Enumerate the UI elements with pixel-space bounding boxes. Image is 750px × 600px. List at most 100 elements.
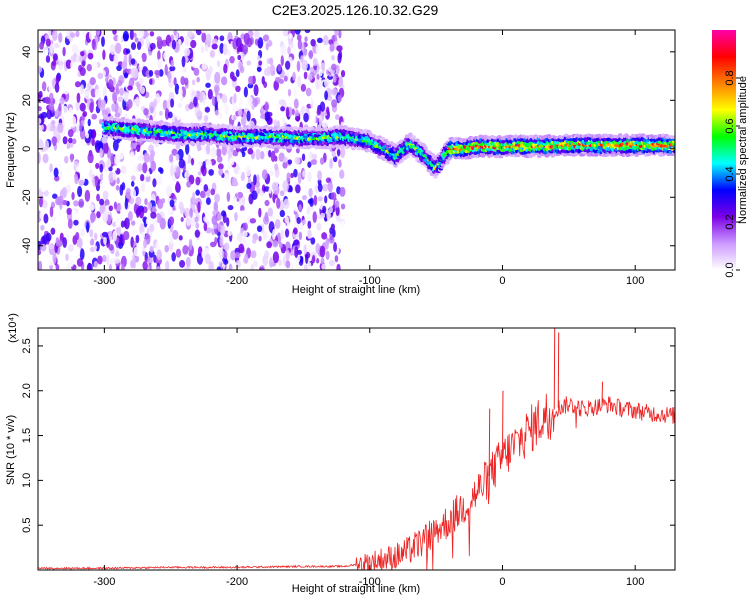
heatmap-noise-cell [70,115,77,128]
heatmap-noise-cell [193,96,198,108]
heatmap-noise-cell [45,55,51,63]
heatmap-noise-cell [136,83,141,91]
heatmap-noise-cell [324,90,329,101]
heatmap-noise-cell [328,259,335,267]
heatmap-noise-cell [294,246,299,259]
heatmap-noise-cell [216,60,221,68]
heatmap-noise-cell [294,156,301,165]
heatmap-noise-cell [175,153,180,161]
heatmap-noise-cell [316,109,321,116]
heatmap-noise-cell [84,90,91,100]
heatmap-noise-cell [311,254,316,263]
heatmap-noise-cell [78,179,84,186]
heatmap-noise-cell [338,159,342,168]
heatmap-noise-cell [243,32,250,45]
heatmap-noise-cell [278,241,283,249]
heatmap-noise-cell [276,30,281,37]
heatmap-noise-cell [277,259,283,266]
heatmap-noise-cell [234,252,241,259]
heatmap-noise-cell [280,229,285,240]
heatmap-noise-cell [246,110,251,122]
heatmap-noise-cell [246,60,252,66]
heatmap-noise-cell [193,67,200,76]
heatmap-noise-cell [167,72,172,83]
heatmap-noise-cell [258,235,262,242]
heatmap-noise-cell [322,183,329,192]
heatmap-noise-cell [44,34,50,40]
heatmap-noise-cell [89,102,94,113]
heatmap-noise-cell [322,122,328,129]
heatmap-noise-cell [130,42,137,50]
heatmap-noise-cell [328,39,334,45]
heatmap-noise-cell [164,64,168,76]
heatmap-noise-cell [196,110,203,121]
heatmap-noise-cell [184,207,191,218]
heatmap-noise-cell [194,207,199,217]
heatmap-noise-cell [184,47,191,57]
snr-spike [501,390,504,458]
heatmap-noise-cell [186,181,192,188]
heatmap-noise-cell [115,184,120,191]
heatmap-noise-cell [267,207,274,217]
snr-spike [553,328,556,410]
heatmap-noise-cell [264,111,270,122]
heatmap-noise-cell [251,190,258,201]
heatmap-noise-cell [221,210,227,217]
heatmap-noise-cell [170,165,175,177]
heatmap-noise-cell [123,92,129,102]
heatmap-noise-cell [38,152,41,164]
spectrogram-y-label: Frequency (Hz) [5,112,17,188]
heatmap-noise-cell [293,88,297,98]
heatmap-noise-cell [161,198,166,204]
heatmap-noise-cell [204,106,211,113]
heatmap-noise-cell [213,201,219,213]
heatmap-noise-cell [331,151,337,158]
heatmap-noise-cell [147,201,153,210]
heatmap-noise-cell [269,64,276,77]
heatmap-noise-cell [242,112,247,120]
heatmap-noise-cell [308,187,313,198]
heatmap-noise-cell [304,36,308,43]
heatmap-noise-cell [61,186,68,199]
heatmap-noise-cell [337,94,342,103]
heatmap-noise-cell [155,113,162,121]
heatmap-noise-cell [205,159,213,170]
heatmap-noise-cell [80,228,85,237]
heatmap-noise-cell [238,169,242,177]
heatmap-noise-cell [173,30,177,36]
heatmap-noise-cell [117,33,122,44]
heatmap-noise-cell [336,45,343,52]
heatmap-noise-cell [322,34,329,46]
heatmap-noise-cell [290,42,294,49]
heatmap-noise-cell [96,211,101,219]
heatmap-noise-cell [215,86,219,98]
heatmap-noise-cell [200,165,205,174]
heatmap-noise-cell [171,39,177,50]
heatmap-noise-cell [38,139,44,150]
heatmap-noise-cell [52,252,57,264]
heatmap-noise-cell [180,76,186,86]
heatmap-noise-cell [321,232,328,240]
heatmap-noise-cell [307,161,312,168]
heatmap-noise-cell [296,34,302,41]
heatmap-noise-cell [184,77,189,86]
heatmap-noise-cell [207,88,213,100]
heatmap-noise-cell [135,208,142,216]
heatmap-noise-cell [47,259,54,266]
heatmap-noise-cell [184,266,191,270]
y-tick-label: 1.0 [21,473,33,488]
heatmap-ridge-cell [411,135,416,139]
heatmap-noise-cell [310,237,316,245]
heatmap-noise-cell [258,60,263,66]
heatmap-noise-cell [296,217,301,224]
heatmap-noise-cell [165,185,172,197]
heatmap-noise-cell [334,30,340,36]
heatmap-noise-cell [335,114,340,121]
heatmap-noise-cell [108,205,114,212]
heatmap-noise-cell [231,76,237,82]
heatmap-noise-cell [89,77,96,86]
heatmap-noise-cell [272,240,279,248]
heatmap-noise-cell [181,46,185,53]
heatmap-noise-cell [51,60,57,66]
